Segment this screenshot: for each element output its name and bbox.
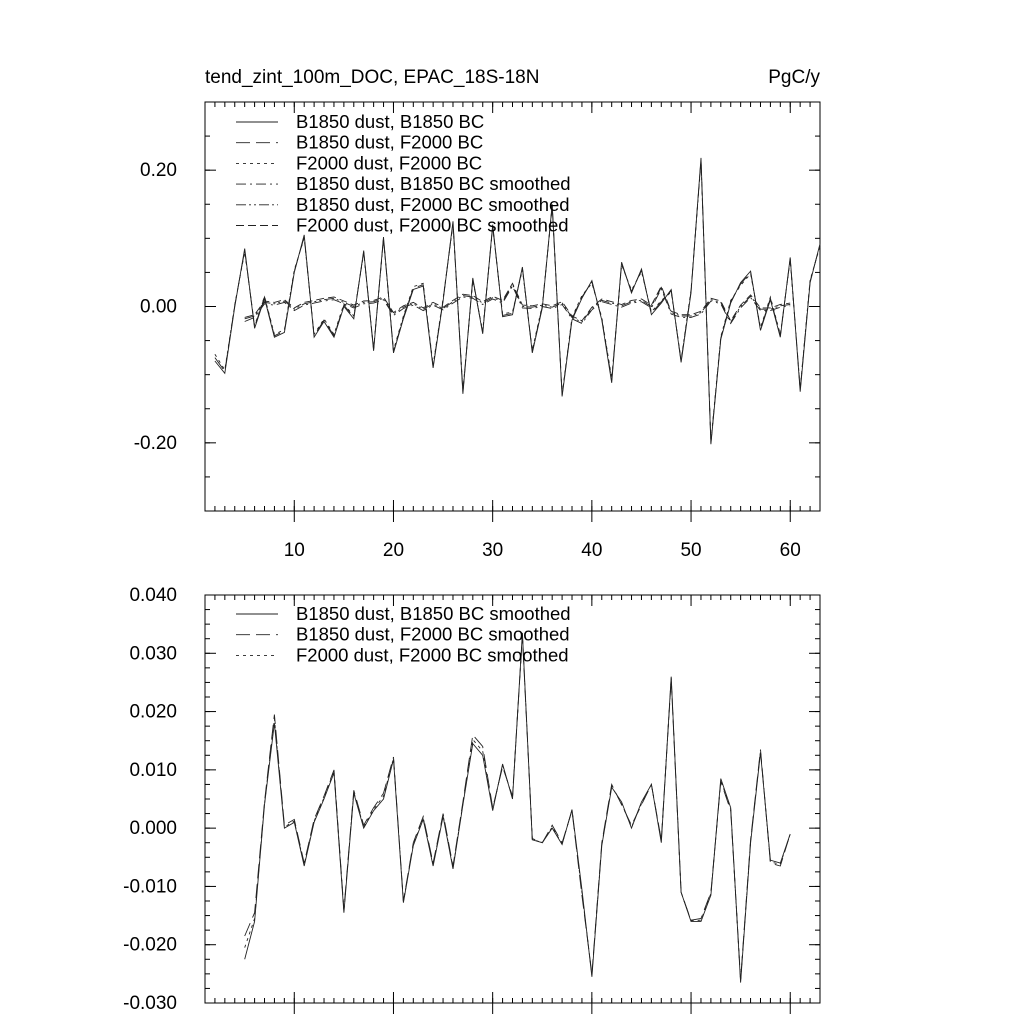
series-line-1 [244,632,791,983]
series-line-4 [244,285,791,325]
legend-label: F2000 dust, F2000 BC smoothed [296,215,569,236]
series-line-5 [244,283,791,324]
y-tick-label: -0.20 [134,433,177,454]
series-line-2 [244,635,791,980]
legend-label: B1850 dust, B1850 BC [296,111,484,132]
legend-label: B1850 dust, B1850 BC smoothed [296,173,571,194]
top-panel: -0.20 0.00 0.20 10 20 30 40 50 60 tend_zint_100m_… [134,67,821,561]
legend-label: B1850 dust, F2000 BC smoothed [296,194,570,215]
y-tick-label: -0.030 [123,993,177,1014]
y-tick-label: 0.030 [129,643,177,664]
x-tick-label: 50 [680,540,701,561]
y-tick-label: -0.010 [123,876,177,897]
y-tick-label: 0.20 [140,160,177,181]
series-line-6 [244,282,791,322]
bottom-panel: -0.030 -0.020 -0.010 0.000 0.010 0.020 0.030 0.… [123,585,821,1014]
x-tick-label: 20 [383,540,404,561]
y-tick-label: 0.020 [129,702,177,723]
y-tick-label: 0.000 [129,818,177,839]
x-tick-label: 40 [581,540,602,561]
y-tick-label: -0.020 [123,935,177,956]
x-tick-label: 30 [482,540,503,561]
y-tick-label: 0.00 [140,297,177,318]
series-line-3 [244,634,791,981]
chart-title: tend_zint_100m_DOC, EPAC_18S-18N [205,67,539,88]
y-tick-label: 0.040 [129,585,177,606]
legend-label: F2000 dust, F2000 BC smoothed [296,644,569,665]
x-tick-label: 10 [284,540,305,561]
legend-label: F2000 dust, F2000 BC [296,152,482,173]
legend-label: B1850 dust, F2000 BC [296,132,483,153]
series-line-3 [214,161,821,442]
y-tick-label: 0.010 [129,760,177,781]
legend-label: B1850 dust, F2000 BC smoothed [296,624,570,645]
legend-label: B1850 dust, B1850 BC smoothed [296,603,571,624]
x-tick-label: 60 [780,540,801,561]
chart-units: PgC/y [768,67,820,88]
